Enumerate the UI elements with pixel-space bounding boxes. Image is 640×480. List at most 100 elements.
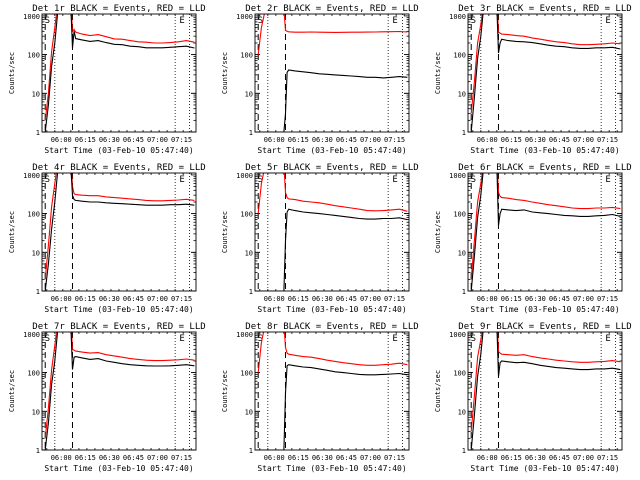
marker-s: S (258, 175, 263, 185)
y-tick-label: 10 (458, 90, 466, 98)
series-group (44, 173, 195, 291)
x-axis-label: Start Time (03-Feb-10 05:47:40) (470, 305, 619, 314)
x-tick-label: 06:45 (549, 454, 570, 462)
x-tick-label: 07:15 (384, 295, 405, 303)
marker-s: S (45, 334, 50, 344)
y-axis-label: Counts/sec (8, 370, 16, 412)
marker-e: E (179, 16, 184, 26)
series-line-events (470, 173, 621, 291)
x-tick-label: 07:15 (171, 454, 192, 462)
x-tick-label: 07:00 (360, 295, 381, 303)
x-tick-label: 07:00 (360, 136, 381, 144)
x-tick-label: 06:00 (51, 454, 72, 462)
chart-panel-5: Det 5r BLACK = Events, RED = LLD Counts/s… (221, 163, 419, 314)
series-line-events (258, 364, 408, 450)
chart-title: Det 8r BLACK = Events, RED = LLD (245, 322, 418, 332)
series-line-lld (44, 332, 195, 439)
y-tick-label: 10 (245, 249, 253, 257)
chart-title: Det 3r BLACK = Events, RED = LLD (458, 4, 631, 14)
x-tick-label: 07:00 (147, 295, 168, 303)
y-axis-label: Counts/sec (434, 52, 442, 94)
x-tick-label: 06:15 (75, 454, 96, 462)
x-tick-label: 07:15 (384, 136, 405, 144)
y-axis-label: Counts/sec (221, 211, 229, 253)
series-group (257, 173, 408, 291)
y-tick-label: 1 (36, 288, 40, 296)
chart-title: Det 6r BLACK = Events, RED = LLD (458, 163, 631, 173)
x-tick-label: 06:00 (477, 454, 498, 462)
series-line-lld (44, 14, 195, 121)
chart-panel-1: Det 1r BLACK = Events, RED = LLD Counts/s… (8, 4, 206, 155)
y-tick-label: 1000 (236, 172, 253, 180)
marker-s: S (258, 334, 263, 344)
series-group (44, 332, 195, 450)
series-line-events (258, 208, 408, 291)
chart-panel-6: Det 6r BLACK = Events, RED = LLD Counts/s… (434, 163, 632, 314)
y-axis-label: Counts/sec (8, 52, 16, 94)
x-tick-label: 07:15 (597, 454, 618, 462)
series-line-events (44, 173, 195, 291)
marker-e: E (179, 334, 184, 344)
x-tick-label: 06:30 (525, 295, 546, 303)
marker-e: E (392, 16, 397, 26)
x-tick-label: 06:30 (312, 295, 333, 303)
series-line-events (258, 69, 408, 132)
x-tick-label: 06:00 (477, 295, 498, 303)
x-tick-label: 06:15 (75, 295, 96, 303)
y-tick-label: 1 (36, 129, 40, 137)
x-axis-label: Start Time (03-Feb-10 05:47:40) (257, 146, 406, 155)
y-tick-label: 100 (240, 370, 253, 378)
x-axis-label: Start Time (03-Feb-10 05:47:40) (44, 305, 193, 314)
chart-panel-9: Det 9r BLACK = Events, RED = LLD Counts/s… (434, 322, 632, 473)
x-tick-label: 06:30 (99, 454, 120, 462)
x-tick-label: 06:30 (525, 454, 546, 462)
chart-panel-7: Det 7r BLACK = Events, RED = LLD Counts/s… (8, 322, 206, 473)
plot-frame (467, 13, 623, 133)
chart-panel-3: Det 3r BLACK = Events, RED = LLD Counts/s… (434, 4, 632, 155)
x-tick-label: 07:15 (171, 136, 192, 144)
x-tick-label: 06:15 (288, 136, 309, 144)
plot-frame (41, 331, 197, 451)
marker-e: E (605, 334, 610, 344)
x-tick-label: 07:00 (573, 295, 594, 303)
plot-frame (467, 172, 623, 292)
chart-title: Det 1r BLACK = Events, RED = LLD (32, 4, 205, 14)
x-tick-label: 06:15 (501, 136, 522, 144)
plot-frame (41, 172, 197, 292)
x-tick-label: 07:00 (573, 454, 594, 462)
y-tick-label: 10 (32, 408, 40, 416)
y-tick-label: 100 (453, 52, 466, 60)
x-axis-label: Start Time (03-Feb-10 05:47:40) (470, 146, 619, 155)
y-tick-label: 100 (27, 52, 40, 60)
x-tick-label: 07:00 (573, 136, 594, 144)
x-tick-label: 06:30 (99, 136, 120, 144)
x-tick-label: 07:15 (384, 454, 405, 462)
series-line-lld (257, 173, 408, 214)
chart-title: Det 2r BLACK = Events, RED = LLD (245, 4, 418, 14)
x-axis-label: Start Time (03-Feb-10 05:47:40) (470, 464, 619, 473)
x-tick-label: 06:00 (477, 136, 498, 144)
x-tick-label: 06:45 (336, 454, 357, 462)
series-group (470, 332, 621, 450)
x-tick-label: 06:45 (549, 295, 570, 303)
series-line-events (44, 14, 195, 132)
x-tick-label: 06:15 (501, 454, 522, 462)
chart-title: Det 5r BLACK = Events, RED = LLD (245, 163, 418, 173)
x-tick-label: 07:00 (360, 454, 381, 462)
y-tick-label: 1 (462, 288, 466, 296)
marker-s: S (258, 16, 263, 26)
series-line-events (44, 332, 195, 450)
x-axis-label: Start Time (03-Feb-10 05:47:40) (257, 305, 406, 314)
x-tick-label: 06:45 (123, 454, 144, 462)
marker-s: S (471, 334, 476, 344)
chart-panel-2: Det 2r BLACK = Events, RED = LLD Counts/s… (221, 4, 419, 155)
x-tick-label: 07:15 (597, 136, 618, 144)
plot-frame (254, 172, 410, 292)
marker-e: E (392, 175, 397, 185)
chart-title: Det 9r BLACK = Events, RED = LLD (458, 322, 631, 332)
marker-s: S (471, 16, 476, 26)
y-tick-label: 1000 (23, 331, 40, 339)
y-tick-label: 1 (36, 447, 40, 455)
y-tick-label: 1000 (449, 331, 466, 339)
